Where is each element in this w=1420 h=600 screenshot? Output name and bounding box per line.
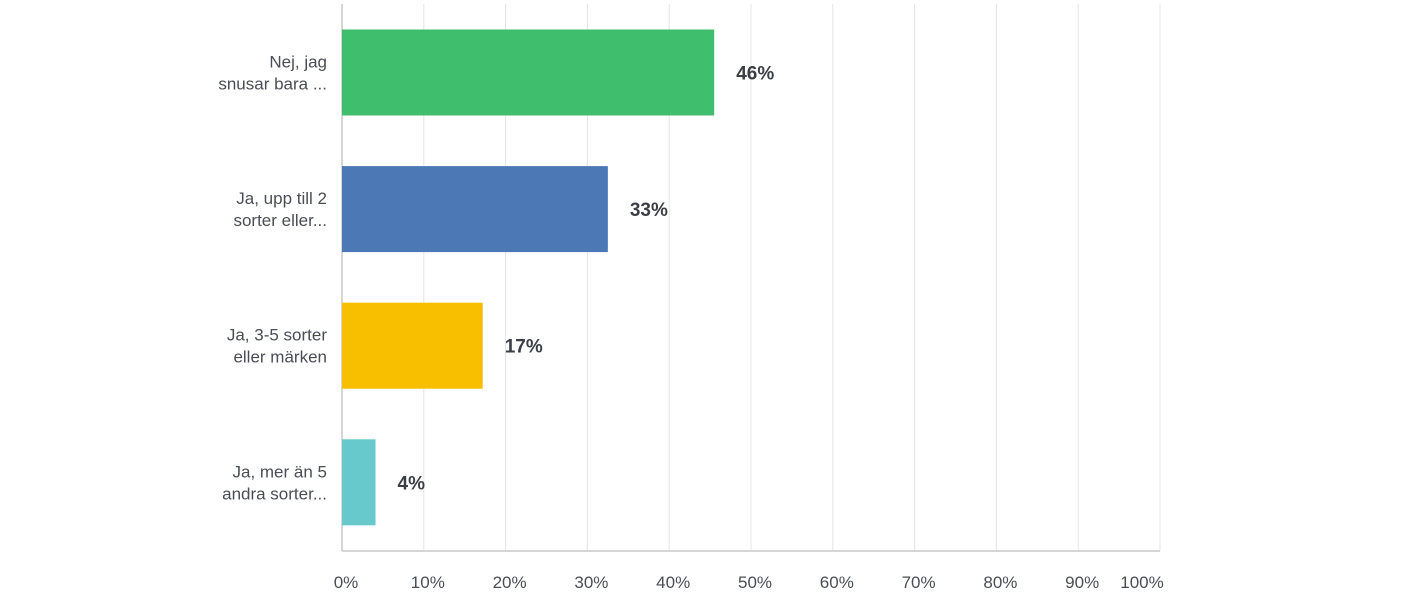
x-tick-label: 20% — [493, 573, 527, 592]
x-tick-label: 10% — [411, 573, 445, 592]
category-label: eller märken — [233, 348, 327, 367]
x-tick-label: 70% — [902, 573, 936, 592]
category-label: sorter eller... — [233, 211, 327, 230]
labels: 0% 10% 20% 30% 40% 50% 60% 70% 80% 90% 100% 46% Nej,… — [218, 53, 1163, 593]
bar — [342, 439, 376, 526]
x-tick-label: 80% — [983, 573, 1017, 592]
category-label: Ja, mer än 5 — [233, 462, 328, 481]
category-label: Ja, upp till 2 — [236, 189, 327, 208]
x-tick-label: 50% — [738, 573, 772, 592]
x-tick-label: 40% — [656, 573, 690, 592]
x-tick-label: 30% — [574, 573, 608, 592]
category-label: Nej, jag — [269, 53, 327, 72]
bar-value-label: 17% — [505, 337, 543, 358]
x-tick-label: 60% — [820, 573, 854, 592]
bar — [342, 166, 608, 253]
category-label: snusar bara ... — [218, 75, 327, 94]
category-label: Ja, 3-5 sorter — [227, 326, 327, 345]
bar-value-label: 4% — [398, 473, 426, 494]
bar-value-label: 33% — [630, 200, 668, 221]
bar — [342, 302, 483, 389]
category-label: andra sorter... — [222, 484, 327, 503]
x-tick-label: 100% — [1120, 573, 1163, 592]
bar — [342, 29, 715, 116]
x-tick-label: 90% — [1065, 573, 1099, 592]
bars — [342, 29, 715, 526]
x-tick-label: 0% — [334, 573, 359, 592]
bar-value-label: 46% — [736, 64, 774, 85]
